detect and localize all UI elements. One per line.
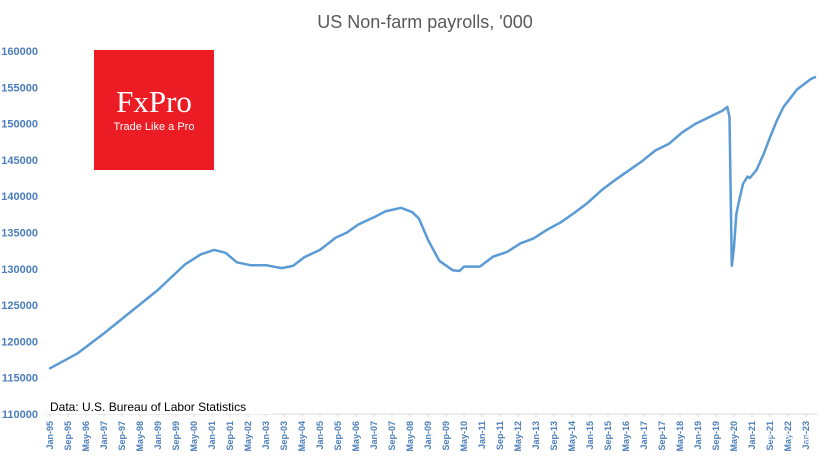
y-tick-label: 120000 bbox=[1, 336, 38, 348]
x-tick-label: Jan-21 bbox=[747, 421, 757, 450]
x-tick-label: May-14 bbox=[567, 421, 577, 452]
x-tick-label: May-16 bbox=[621, 421, 631, 452]
x-tick-label: Jan-99 bbox=[153, 421, 163, 450]
y-tick-label: 150000 bbox=[1, 119, 38, 131]
x-tick-label: May-04 bbox=[297, 421, 307, 452]
x-tick-label: May-08 bbox=[405, 421, 415, 452]
y-tick-label: 130000 bbox=[1, 264, 38, 276]
watermark: @FXPro浦汇 bbox=[755, 432, 825, 446]
series-line-payrolls bbox=[48, 75, 817, 370]
x-tick-label: Jan-03 bbox=[261, 421, 271, 450]
x-tick-label: May-02 bbox=[243, 421, 253, 452]
y-tick-label: 160000 bbox=[1, 46, 38, 58]
x-tick-label: May-96 bbox=[81, 421, 91, 452]
y-tick-label: 140000 bbox=[1, 191, 38, 203]
x-tick-label: May-06 bbox=[351, 421, 361, 452]
y-tick-label: 125000 bbox=[1, 300, 38, 312]
x-tick-label: May-12 bbox=[513, 421, 523, 452]
y-tick-label: 145000 bbox=[1, 155, 38, 167]
fxpro-logo-brand: FxPro bbox=[116, 84, 192, 119]
x-tick-label: Sep-19 bbox=[711, 421, 721, 451]
x-tick-label: Sep-07 bbox=[387, 421, 397, 451]
x-tick-label: May-00 bbox=[189, 421, 199, 452]
x-tick-label: May-98 bbox=[135, 421, 145, 452]
x-tick-label: Jan-95 bbox=[45, 421, 55, 450]
x-tick-label: Sep-13 bbox=[549, 421, 559, 451]
x-tick-label: Sep-05 bbox=[333, 421, 343, 451]
x-tick-label: Sep-01 bbox=[225, 421, 235, 451]
x-tick-label: Jan-05 bbox=[315, 421, 325, 450]
x-tick-label: Sep-95 bbox=[63, 421, 73, 451]
source-backdrop bbox=[46, 396, 272, 414]
x-tick-label: Sep-15 bbox=[603, 421, 613, 451]
x-tick-label: Sep-21 bbox=[765, 421, 775, 451]
x-tick-label: Jan-01 bbox=[207, 421, 217, 450]
x-tick-label: May-18 bbox=[675, 421, 685, 452]
x-tick-label: Jan-15 bbox=[585, 421, 595, 450]
y-tick-label: 115000 bbox=[2, 373, 38, 385]
x-tick-label: Jan-11 bbox=[477, 421, 487, 449]
y-tick-label: 135000 bbox=[1, 228, 38, 240]
x-tick-label: Jan-23 bbox=[801, 421, 811, 450]
x-tick-label: Jan-17 bbox=[639, 421, 649, 450]
x-tick-label: Sep-17 bbox=[657, 421, 667, 451]
fxpro-logo-tagline: Trade Like a Pro bbox=[114, 121, 195, 133]
source-note: Data: U.S. Bureau of Labor Statistics bbox=[50, 400, 246, 414]
fxpro-logo bbox=[94, 50, 214, 170]
x-tick-label: Jan-07 bbox=[369, 421, 379, 450]
x-tick-label: May-22 bbox=[783, 421, 793, 452]
y-axis-ticks: 110000 115000 120000 125000 130000 135000 1400… bbox=[1, 46, 38, 421]
x-tick-label: Jan-13 bbox=[531, 421, 541, 450]
x-tick-label: Sep-03 bbox=[279, 421, 289, 451]
x-tick-label: Sep-11 bbox=[495, 421, 505, 450]
x-tick-label: Sep-97 bbox=[117, 421, 127, 451]
x-tick-label: May-20 bbox=[729, 421, 739, 452]
x-tick-label: Jan-19 bbox=[693, 421, 703, 450]
y-tick-label: 155000 bbox=[1, 82, 38, 94]
y-tick-label: 110000 bbox=[2, 409, 38, 421]
x-axis-ticks: Jan-95 Sep-95 May-96 Jan-97 Sep-97 May-98 Jan-… bbox=[45, 414, 811, 452]
x-tick-label: Sep-09 bbox=[441, 421, 451, 451]
x-tick-label: May-10 bbox=[459, 421, 469, 452]
x-tick-label: Sep-99 bbox=[171, 421, 181, 451]
chart-title: US Non-farm payrolls, '000 bbox=[317, 12, 533, 32]
x-tick-label: Jan-97 bbox=[99, 421, 109, 450]
x-tick-label: Jan-09 bbox=[423, 421, 433, 450]
